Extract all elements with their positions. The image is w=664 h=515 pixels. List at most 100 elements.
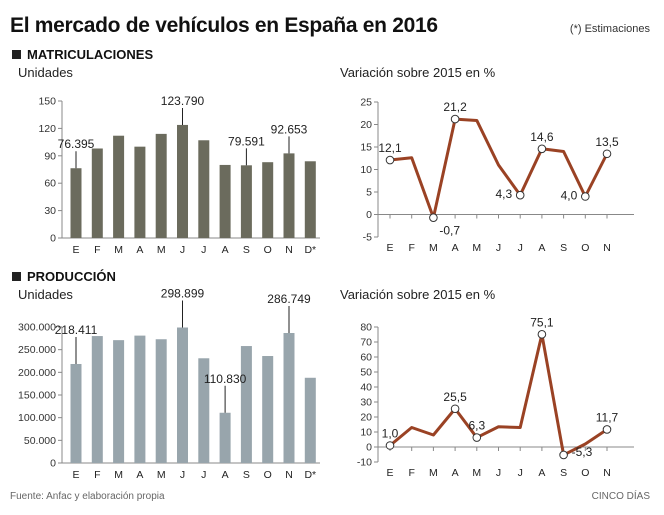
chart1-ylabel: Unidades	[18, 65, 73, 80]
chart4-y-tick-label: 60	[360, 352, 372, 364]
chart4-x-tick-label: J	[518, 467, 523, 479]
chart4-y-tick-label: 20	[360, 412, 372, 424]
chart3-x-tick-label: A	[136, 469, 143, 481]
chart1-x-tick-label: M	[157, 244, 166, 256]
chart3-data-label: 110.830	[204, 372, 247, 386]
chart4-y-tick-label: 10	[360, 427, 372, 439]
chart1-x-tick-label: J	[201, 244, 206, 256]
chart3-y-tick-label: 150.000	[18, 390, 56, 402]
chart3-y-tick-label: 200.000	[18, 367, 56, 379]
chart2-series-line	[389, 117, 609, 220]
chart2-x-tick-label: J	[496, 242, 501, 254]
chart1-bar	[240, 165, 252, 238]
chart1-x-tick-label: D*	[304, 244, 316, 256]
chart4-x-tick-label: A	[452, 467, 459, 479]
chart1-bar	[283, 153, 295, 238]
chart4-y-tick-label: 80	[360, 322, 372, 334]
chart4-data-label: -5,3	[572, 445, 593, 459]
chart1-x-tick-label: A	[222, 244, 229, 256]
section-square-icon	[12, 272, 21, 281]
chart3-bar	[198, 358, 210, 463]
chart2-x-tick-label: M	[429, 242, 438, 254]
section-title: PRODUCCIÓN	[27, 269, 116, 284]
chart3-bar	[304, 377, 316, 463]
chart3-y-tick-label: 300.000	[18, 322, 56, 334]
chart4-data-label: 11,7	[596, 410, 619, 424]
chart2-x-tick-label: N	[603, 242, 611, 254]
chart3-bar	[155, 339, 167, 463]
chart1-y-tick-label: 120	[38, 123, 56, 135]
chart4-y-tick-label: 50	[360, 367, 372, 379]
chart2-y-tick-label: -5	[363, 232, 372, 244]
chart2-data-label: -0,7	[439, 224, 460, 238]
chart3-x-tick-label: A	[222, 469, 229, 481]
chart3-y-tick-label: 50.000	[24, 435, 56, 447]
section-title: MATRICULACIONES	[27, 47, 154, 62]
chart3-bar	[262, 356, 274, 463]
chart2-y-tick-label: 0	[366, 209, 372, 221]
chart3-x-tick-label: J	[201, 469, 206, 481]
chart3-x-tick-label: M	[114, 469, 123, 481]
chart3-bar	[177, 327, 188, 463]
chart3-bar	[219, 412, 231, 463]
chart3-bar	[91, 336, 103, 463]
chart3-x-tick-label: J	[180, 469, 185, 481]
chart3-data-label: 298.899	[161, 286, 205, 300]
chart2-data-label: 13,5	[595, 135, 619, 149]
chart1-y-tick-label: 90	[44, 150, 56, 162]
chart2-data-label: 12,1	[378, 141, 402, 155]
chart2-title: Variación sobre 2015 en %	[340, 65, 496, 80]
chart1-bar	[91, 148, 103, 238]
chart3-x-tick-label: D*	[304, 469, 316, 481]
chart4-marker	[385, 441, 395, 450]
chart2-marker	[450, 114, 460, 124]
section-produccion: PRODUCCIÓN	[12, 269, 116, 284]
chart2-x-tick-label: O	[581, 242, 589, 254]
chart3-y-tick-label: 250.000	[18, 344, 56, 356]
chart4-x-tick-label: M	[429, 467, 438, 479]
chart2-y-tick-label: 10	[360, 164, 372, 176]
chart4-y-tick-label: 40	[360, 382, 372, 394]
chart1-y-tick-label: 0	[50, 233, 56, 245]
chart3-bar	[134, 335, 146, 463]
chart4-y-tick-label: -10	[357, 457, 372, 469]
chart2-y-tick-label: 20	[360, 119, 372, 131]
chart1-y-tick-label: 60	[44, 178, 56, 190]
chart2-data-label: 14,6	[530, 130, 554, 144]
chart3-x-tick-label: S	[243, 469, 250, 481]
estimates-note: (*) Estimaciones	[569, 23, 650, 35]
chart4-y-tick-label: 0	[366, 442, 372, 454]
chart4-series-line	[389, 332, 608, 457]
chart1-y-tick-label: 150	[38, 96, 56, 108]
chart3-bar	[70, 363, 82, 463]
chart1-y-tick-label: 30	[44, 205, 56, 217]
brand-label: CINCO DÍAS	[591, 491, 650, 502]
chart1-bar	[134, 146, 146, 238]
chart3-bar	[283, 333, 295, 463]
chart4-marker	[450, 404, 460, 414]
chart2-x-tick-label: J	[518, 242, 523, 254]
chart1-bar	[198, 140, 210, 238]
chart3-y-tick-label: 100.000	[18, 412, 56, 424]
chart4-x-tick-label: N	[603, 467, 611, 479]
chart4-y-tick-label: 70	[360, 337, 372, 349]
chart1-bar	[113, 135, 125, 238]
chart1-x-tick-label: F	[94, 244, 100, 256]
chart1-data-label: 123.790	[161, 94, 205, 108]
chart2-marker	[581, 192, 590, 201]
chart2-data-label: 21,2	[443, 100, 467, 114]
chart3-y-tick-label: 0	[50, 458, 56, 470]
chart1-bar	[262, 162, 274, 238]
chart1-x-tick-label: J	[180, 244, 185, 256]
chart1-bar	[304, 161, 316, 238]
chart4-x-tick-label: A	[538, 467, 545, 479]
chart4-marker	[537, 330, 547, 339]
chart4-x-tick-label: O	[581, 467, 589, 479]
chart4-x-tick-label: F	[408, 467, 414, 479]
chart1-x-tick-label: E	[72, 244, 79, 256]
chart4-x-tick-label: M	[472, 467, 481, 479]
chart2-x-tick-label: A	[452, 242, 459, 254]
chart2-y-tick-label: 5	[366, 187, 372, 199]
chart4-marker	[559, 450, 568, 460]
